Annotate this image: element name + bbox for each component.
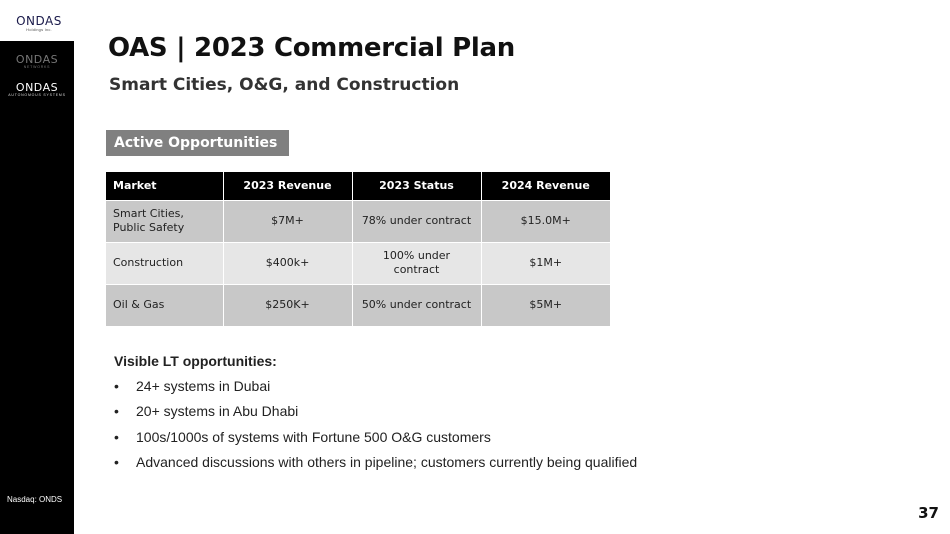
table-cell: 50% under contract bbox=[352, 283, 482, 326]
column-header: 2024 Revenue bbox=[481, 172, 610, 200]
table-cell: Oil & Gas bbox=[106, 283, 224, 326]
table-cell: $15.0M+ bbox=[481, 199, 610, 242]
bullet-icon: • bbox=[114, 403, 119, 420]
opportunities-heading: Visible LT opportunities: bbox=[114, 353, 277, 369]
column-header: 2023 Revenue bbox=[223, 172, 353, 200]
logo-sub: NETWORKS bbox=[23, 65, 51, 69]
table-cell: $5M+ bbox=[481, 283, 610, 326]
list-item: • 20+ systems in Abu Dhabi bbox=[114, 403, 637, 428]
logo-brand: ONDAS bbox=[15, 53, 59, 66]
list-item: • 100s/1000s of systems with Fortune 500 … bbox=[114, 429, 637, 454]
table-row: Oil & Gas $250K+ 50% under contract $5M+ bbox=[106, 283, 610, 326]
logo-sub: Holdings Inc. bbox=[26, 27, 52, 32]
table-cell: 100% under contract bbox=[352, 241, 482, 284]
table-cell: $7M+ bbox=[223, 199, 353, 242]
table-cell: $1M+ bbox=[481, 241, 610, 284]
table-row: Construction $400k+ 100% under contract … bbox=[106, 241, 610, 284]
table-row: Smart Cities, Public Safety $7M+ 78% und… bbox=[106, 199, 610, 242]
list-item: • Advanced discussions with others in pip… bbox=[114, 454, 637, 479]
opportunities-list: • 24+ systems in Dubai • 20+ systems in Ab… bbox=[114, 378, 637, 480]
bullet-icon: • bbox=[114, 378, 119, 394]
table-cell: 78% under contract bbox=[352, 199, 482, 242]
bullet-icon: • bbox=[114, 454, 119, 471]
ondas-networks-logo: ONDAS NETWORKS bbox=[0, 53, 74, 69]
column-header: 2023 Status bbox=[352, 172, 482, 200]
ticker-label: Nasdaq: ONDS bbox=[7, 495, 63, 504]
sidebar: ONDAS NETWORKS ONDAS AUTONOMOUS SYSTEMS bbox=[0, 41, 74, 534]
ondas-autonomous-logo: ONDAS AUTONOMOUS SYSTEMS bbox=[0, 81, 74, 97]
page-title: OAS | 2023 Commercial Plan bbox=[108, 33, 515, 63]
logo-sub: AUTONOMOUS SYSTEMS bbox=[8, 93, 66, 97]
section-label: Active Opportunities bbox=[106, 130, 289, 156]
page-number: 37 bbox=[918, 504, 939, 522]
page-subtitle: Smart Cities, O&G, and Construction bbox=[109, 75, 460, 95]
table-header-row: Market 2023 Revenue 2023 Status 2024 Rev… bbox=[106, 172, 610, 200]
logo-brand: ONDAS bbox=[15, 81, 59, 94]
table-cell: $250K+ bbox=[223, 283, 353, 326]
opportunities-table: Market 2023 Revenue 2023 Status 2024 Rev… bbox=[106, 172, 610, 326]
column-header: Market bbox=[106, 172, 224, 200]
table-cell: $400k+ bbox=[223, 241, 353, 284]
logo-brand: ONDAS bbox=[16, 14, 62, 28]
list-item: • 24+ systems in Dubai bbox=[114, 378, 637, 403]
list-item-text: 20+ systems in Abu Dhabi bbox=[136, 403, 299, 420]
bullet-icon: • bbox=[114, 428, 119, 445]
list-item-text: 100s/1000s of systems with Fortune 500 O… bbox=[136, 428, 491, 445]
list-item-text: Advanced discussions with others in pipe… bbox=[136, 454, 638, 471]
ondas-holdings-logo: ONDAS Holdings Inc. bbox=[10, 14, 68, 36]
table-cell: Smart Cities, Public Safety bbox=[106, 199, 224, 242]
table-cell: Construction bbox=[106, 241, 224, 284]
list-item-text: 24+ systems in Dubai bbox=[136, 378, 271, 394]
